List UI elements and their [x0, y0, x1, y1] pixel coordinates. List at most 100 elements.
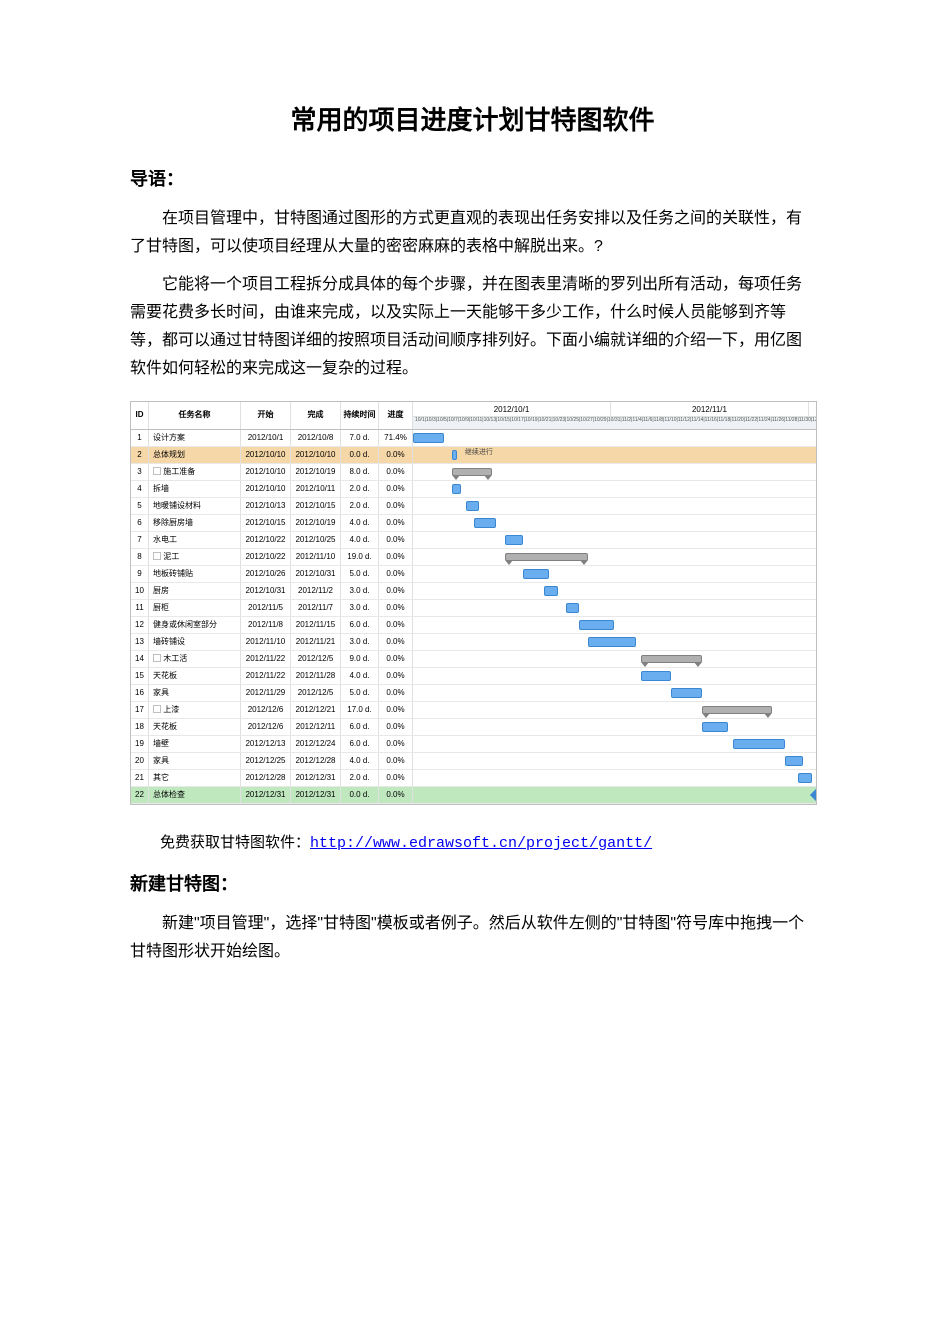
- cell-progress: 0.0%: [379, 600, 413, 616]
- cell-id: 22: [131, 787, 149, 803]
- gantt-row: 18天花板2012/12/62012/12/116.0 d.0.0%: [131, 719, 816, 736]
- gantt-row: 15天花板2012/11/222012/11/284.0 d.0.0%: [131, 668, 816, 685]
- cell-id: 20: [131, 753, 149, 769]
- gantt-row: 10厨房2012/10/312012/11/23.0 d.0.0%: [131, 583, 816, 600]
- gantt-row: 17▢ 上漆2012/12/62012/12/2117.0 d.0.0%: [131, 702, 816, 719]
- cell-id: 5: [131, 498, 149, 514]
- cell-task-name: ▢ 施工准备: [149, 464, 241, 480]
- cell-chart: [413, 430, 816, 446]
- cell-task-name: ▢ 上漆: [149, 702, 241, 718]
- cell-progress: 0.0%: [379, 583, 413, 599]
- cell-end: 2012/10/19: [291, 464, 341, 480]
- document-page: 常用的项目进度计划甘特图软件 导语： 在项目管理中，甘特图通过图形的方式更直观的…: [0, 0, 945, 1337]
- cell-id: 6: [131, 515, 149, 531]
- cell-chart: [413, 787, 816, 803]
- cell-task-name: 墙壁: [149, 736, 241, 752]
- gantt-software-link[interactable]: http://www.edrawsoft.cn/project/gantt/: [310, 835, 652, 852]
- col-header-duration: 持续时间: [341, 402, 379, 429]
- cell-duration: 4.0 d.: [341, 532, 379, 548]
- gantt-header-row: ID 任务名称 开始 完成 持续时间 进度 2012/10/1 2012/11/…: [131, 402, 816, 430]
- gantt-chart: ID 任务名称 开始 完成 持续时间 进度 2012/10/1 2012/11/…: [130, 401, 817, 805]
- gantt-row: 22总体检查2012/12/312012/12/310.0 d.0.0%: [131, 787, 816, 804]
- link-line: 免费获取甘特图软件：http://www.edrawsoft.cn/projec…: [130, 831, 815, 852]
- cell-chart: [413, 770, 816, 786]
- cell-start: 2012/11/22: [241, 651, 291, 667]
- cell-progress: 0.0%: [379, 498, 413, 514]
- cell-end: 2012/12/11: [291, 719, 341, 735]
- cell-end: 2012/10/10: [291, 447, 341, 463]
- cell-start: 2012/10/13: [241, 498, 291, 514]
- cell-duration: 6.0 d.: [341, 736, 379, 752]
- cell-start: 2012/10/10: [241, 481, 291, 497]
- cell-chart: [413, 736, 816, 752]
- section2-paragraph: 新建"项目管理"，选择"甘特图"模板或者例子。然后从软件左侧的"甘特图"符号库中…: [130, 910, 815, 966]
- cell-progress: 0.0%: [379, 617, 413, 633]
- cell-id: 16: [131, 685, 149, 701]
- task-bar: [702, 722, 728, 732]
- task-bar: [588, 637, 636, 647]
- cell-duration: 8.0 d.: [341, 464, 379, 480]
- cell-duration: 17.0 d.: [341, 702, 379, 718]
- cell-progress: 0.0%: [379, 787, 413, 803]
- cell-duration: 3.0 d.: [341, 600, 379, 616]
- cell-duration: 4.0 d.: [341, 753, 379, 769]
- cell-end: 2012/11/10: [291, 549, 341, 565]
- cell-id: 14: [131, 651, 149, 667]
- timeline-month: 2012/12/1: [809, 402, 817, 416]
- cell-task-name: 家具: [149, 685, 241, 701]
- cell-id: 15: [131, 668, 149, 684]
- cell-start: 2012/11/8: [241, 617, 291, 633]
- cell-end: 2012/10/31: [291, 566, 341, 582]
- link-prefix: 免费获取甘特图软件：: [160, 834, 310, 851]
- cell-duration: 3.0 d.: [341, 634, 379, 650]
- cell-start: 2012/10/31: [241, 583, 291, 599]
- cell-end: 2012/11/7: [291, 600, 341, 616]
- cell-duration: 19.0 d.: [341, 549, 379, 565]
- cell-progress: 0.0%: [379, 481, 413, 497]
- cell-chart: [413, 583, 816, 599]
- cell-id: 10: [131, 583, 149, 599]
- cell-task-name: 厨房: [149, 583, 241, 599]
- cell-duration: 7.0 d.: [341, 430, 379, 446]
- cell-end: 2012/10/8: [291, 430, 341, 446]
- cell-start: 2012/12/31: [241, 787, 291, 803]
- cell-start: 2012/11/22: [241, 668, 291, 684]
- cell-task-name: 总体检查: [149, 787, 241, 803]
- task-bar: [474, 518, 496, 528]
- cell-chart: 继续进行: [413, 447, 816, 463]
- cell-progress: 0.0%: [379, 532, 413, 548]
- task-bar: [523, 569, 549, 579]
- cell-end: 2012/10/25: [291, 532, 341, 548]
- section2-heading: 新建甘特图：: [130, 870, 815, 896]
- cell-start: 2012/12/28: [241, 770, 291, 786]
- cell-id: 8: [131, 549, 149, 565]
- cell-start: 2012/10/10: [241, 464, 291, 480]
- timeline-header: 2012/10/1 2012/11/1 2012/12/1 10/1|10/3|…: [413, 402, 817, 429]
- cell-duration: 2.0 d.: [341, 770, 379, 786]
- cell-id: 7: [131, 532, 149, 548]
- cell-progress: 0.0%: [379, 464, 413, 480]
- cell-duration: 0.0 d.: [341, 787, 379, 803]
- timeline-days-strip: 10/1|10/3|10/5|10/7|10/9|10/11|10/13|10/…: [413, 417, 817, 429]
- cell-chart: [413, 549, 816, 565]
- cell-progress: 0.0%: [379, 566, 413, 582]
- intro-paragraph-1: 在项目管理中，甘特图通过图形的方式更直观的表现出任务安排以及任务之间的关联性，有…: [130, 205, 815, 261]
- cell-task-name: 水电工: [149, 532, 241, 548]
- cell-duration: 6.0 d.: [341, 617, 379, 633]
- cell-start: 2012/10/26: [241, 566, 291, 582]
- cell-progress: 0.0%: [379, 719, 413, 735]
- summary-bar: [505, 553, 588, 561]
- gantt-row: 3▢ 施工准备2012/10/102012/10/198.0 d.0.0%: [131, 464, 816, 481]
- gantt-row: 2总体规划2012/10/102012/10/100.0 d.0.0%继续进行: [131, 447, 816, 464]
- cell-task-name: 天花板: [149, 719, 241, 735]
- timeline-month: 2012/11/1: [611, 402, 809, 416]
- cell-start: 2012/12/25: [241, 753, 291, 769]
- cell-duration: 0.0 d.: [341, 447, 379, 463]
- cell-id: 17: [131, 702, 149, 718]
- intro-heading: 导语：: [130, 165, 815, 191]
- cell-end: 2012/11/28: [291, 668, 341, 684]
- bar-label: 继续进行: [465, 449, 493, 457]
- cell-chart: [413, 651, 816, 667]
- cell-task-name: 移除厨房墙: [149, 515, 241, 531]
- cell-task-name: 其它: [149, 770, 241, 786]
